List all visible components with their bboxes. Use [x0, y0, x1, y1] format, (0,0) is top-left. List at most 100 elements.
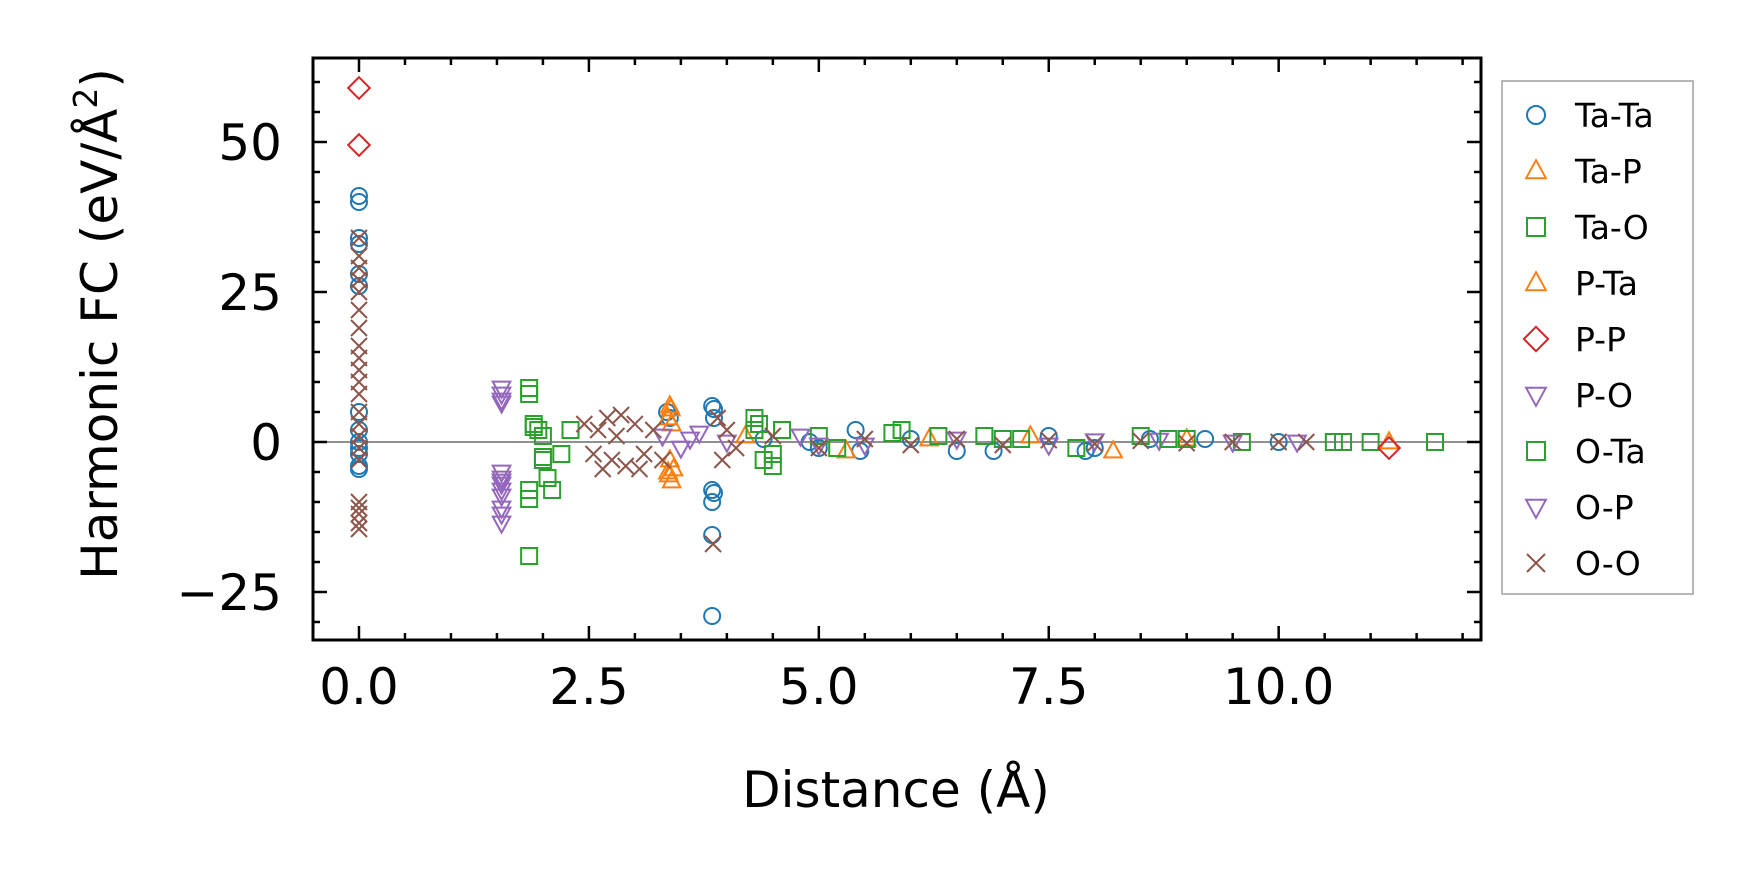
- data-points: [346, 75, 1445, 625]
- legend-item: O-P: [1524, 488, 1634, 527]
- series-o-o: [350, 229, 1315, 553]
- data-point: [948, 430, 966, 448]
- data-point: [350, 229, 368, 247]
- data-point: [491, 392, 513, 412]
- data-point: [854, 437, 876, 457]
- data-point: [947, 442, 966, 460]
- legend-label: O-O: [1575, 544, 1641, 583]
- data-point: [713, 451, 731, 469]
- data-point: [349, 187, 368, 205]
- data-point: [810, 439, 828, 457]
- legend-item: Ta-Ta: [1526, 96, 1654, 135]
- data-point: [1086, 435, 1104, 453]
- data-point: [1148, 432, 1170, 452]
- series-o-ta: [524, 418, 1353, 466]
- legend-label: Ta-O: [1574, 208, 1649, 247]
- data-point: [1067, 439, 1086, 457]
- data-point: [350, 514, 368, 532]
- data-point: [703, 607, 722, 625]
- legend-marker: [1526, 217, 1546, 237]
- data-point: [520, 490, 539, 508]
- data-point: [350, 385, 368, 403]
- legend-marker: [1526, 441, 1546, 461]
- data-point: [349, 229, 368, 247]
- data-point: [1269, 433, 1288, 451]
- data-point: [1038, 437, 1060, 457]
- data-point: [612, 406, 630, 424]
- data-point: [644, 421, 662, 439]
- y-tick-label: 25: [218, 264, 282, 322]
- data-point: [584, 445, 603, 463]
- y-tick-label: 50: [218, 114, 282, 172]
- x-tick-label: 10.0: [1223, 658, 1334, 716]
- data-point: [1269, 433, 1288, 451]
- data-point: [616, 457, 635, 475]
- legend-label: O-Ta: [1575, 432, 1646, 471]
- data-point: [1177, 430, 1196, 448]
- legend-label: Ta-P: [1574, 152, 1642, 191]
- data-point: [1012, 430, 1031, 448]
- data-point: [660, 397, 682, 417]
- data-point: [635, 445, 653, 463]
- data-point: [491, 482, 513, 502]
- data-point: [1102, 439, 1124, 459]
- legend-label: P-O: [1575, 376, 1633, 415]
- data-point: [708, 409, 727, 427]
- series-ta-ta: [349, 187, 1288, 625]
- legend-marker: [1522, 325, 1550, 353]
- data-point: [745, 409, 764, 427]
- data-point: [491, 500, 513, 520]
- x-tick-label: 0.0: [319, 658, 399, 716]
- y-axis-label: Harmonic FC (eV/Å2): [66, 68, 129, 580]
- series-p-ta: [658, 397, 682, 483]
- data-point: [630, 460, 649, 478]
- data-point: [1378, 430, 1400, 450]
- x-axis-label: Distance (Å): [742, 761, 1050, 819]
- plot-frame: [311, 56, 1483, 642]
- data-point: [350, 451, 368, 469]
- data-point: [1196, 430, 1215, 448]
- legend: Ta-Ta Ta-P Ta-O P-Ta P-P P-O O-Ta O-P O-O: [1501, 80, 1694, 595]
- legend-label: P-Ta: [1575, 264, 1638, 303]
- data-point: [349, 277, 368, 295]
- data-point: [918, 427, 940, 447]
- legend-marker: [1526, 105, 1546, 125]
- data-point: [538, 469, 557, 487]
- data-point: [533, 448, 552, 466]
- legend-marker: [1524, 386, 1548, 408]
- series-p-p: [346, 75, 1402, 461]
- tick-labels: 0.0 2.5 5.0 7.5 10.0 −25 0 25 50: [176, 114, 1334, 716]
- data-point: [808, 437, 830, 457]
- axis-ticks: [311, 58, 1481, 640]
- data-point: [993, 430, 1012, 448]
- data-point: [670, 440, 692, 460]
- data-point: [561, 421, 580, 439]
- data-point: [679, 431, 701, 451]
- data-point: [1040, 431, 1058, 449]
- data-point: [745, 421, 764, 439]
- data-point: [984, 442, 1003, 460]
- data-point: [491, 476, 513, 496]
- data-point: [994, 436, 1012, 454]
- data-point: [350, 499, 368, 517]
- data-point: [1222, 434, 1244, 454]
- data-point: [552, 445, 571, 463]
- legend-label: P-P: [1575, 320, 1626, 359]
- data-point: [598, 409, 617, 427]
- data-point: [593, 460, 612, 478]
- data-point: [1039, 427, 1058, 445]
- data-point: [892, 421, 911, 439]
- data-point: [754, 451, 773, 469]
- y-tick-label: 0: [250, 414, 282, 472]
- legend-frame: [1501, 80, 1694, 595]
- data-point: [809, 427, 828, 445]
- data-point: [703, 481, 722, 499]
- data-point: [651, 428, 673, 448]
- data-point: [1076, 442, 1095, 460]
- legend-marker: [1524, 498, 1548, 520]
- legend-item: O-Ta: [1526, 432, 1646, 471]
- legend-marker: [1524, 158, 1548, 180]
- legend-item: Ta-P: [1524, 152, 1642, 191]
- data-point: [734, 424, 756, 444]
